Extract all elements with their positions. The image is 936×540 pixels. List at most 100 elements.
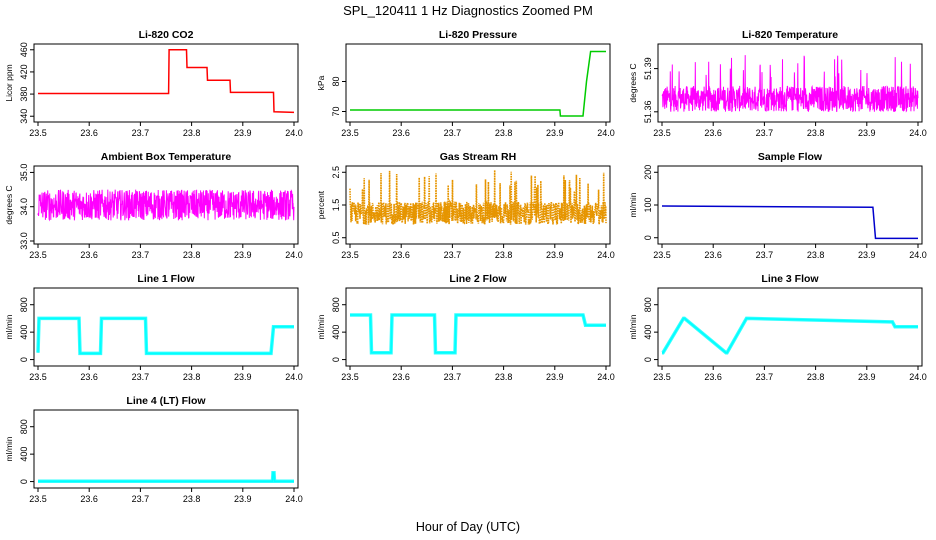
x-tick-label: 23.9	[546, 250, 564, 260]
panel-title: Li-820 CO2	[139, 29, 194, 41]
y-tick-label: 400	[19, 447, 29, 462]
figure-title: SPL_120411 1 Hz Diagnostics Zoomed PM	[343, 3, 593, 18]
panel-6: Sample Flow 23.5 23.6 23.7 23.8 23.9 24.0 0 100 2…	[628, 151, 927, 260]
plot-frame	[345, 43, 611, 123]
x-tick-label: 24.0	[909, 372, 927, 382]
y-axis-label: ml/min	[316, 314, 326, 339]
x-tick-label: 23.5	[341, 250, 359, 260]
x-tick-label: 23.5	[29, 128, 47, 138]
x-tick-label: 23.8	[495, 372, 513, 382]
x-tick-label: 23.9	[858, 250, 876, 260]
plot-frame	[657, 165, 923, 245]
x-tick-label: 23.5	[29, 250, 47, 260]
x-tick-label: 23.8	[807, 128, 825, 138]
x-tick-label: 23.6	[704, 128, 722, 138]
y-axis-label: ml/min	[4, 314, 14, 339]
x-tick-label: 23.9	[234, 250, 252, 260]
y-axis-label: degrees C	[628, 63, 638, 102]
x-tick-label: 24.0	[909, 250, 927, 260]
x-tick-label: 23.7	[444, 250, 462, 260]
x-tick-label: 23.8	[807, 372, 825, 382]
x-tick-label: 23.6	[80, 250, 98, 260]
x-tick-label: 24.0	[597, 372, 615, 382]
series-line	[662, 317, 918, 354]
series-group	[350, 313, 606, 355]
x-tick-label: 23.8	[183, 128, 201, 138]
x-tick-label: 23.8	[807, 250, 825, 260]
y-axis-label: Licor ppm	[4, 64, 14, 101]
x-tick-label: 23.5	[653, 250, 671, 260]
series-points	[349, 170, 607, 227]
series-group	[661, 55, 919, 113]
panel-8: Line 2 Flow 23.5 23.6 23.7 23.8 23.9 24.0 0 400 8…	[316, 273, 615, 382]
panel-title: Ambient Box Temperature	[101, 151, 232, 163]
series-group	[36, 316, 294, 356]
x-tick-label: 24.0	[285, 128, 303, 138]
plot-frame	[345, 287, 611, 367]
panel-title: Li-820 Temperature	[742, 29, 838, 41]
panel-10: Line 4 (LT) Flow 23.5 23.6 23.7 23.8 23.9 24.0…	[4, 395, 303, 504]
x-tick-label: 23.6	[80, 494, 98, 504]
x-tick-label: 23.5	[29, 372, 47, 382]
x-tick-label: 23.6	[80, 128, 98, 138]
y-tick-label: 460	[19, 42, 29, 57]
series-band	[36, 316, 294, 356]
x-tick-label: 23.8	[495, 250, 513, 260]
x-tick-label: 23.9	[234, 372, 252, 382]
x-tick-label: 23.8	[183, 250, 201, 260]
y-tick-label: 200	[643, 165, 653, 180]
y-tick-label: 80	[331, 76, 341, 86]
y-tick-label: 800	[19, 419, 29, 434]
x-tick-label: 23.9	[546, 128, 564, 138]
series-band	[350, 313, 606, 355]
x-tick-label: 23.6	[392, 250, 410, 260]
y-tick-label: 0.5	[331, 231, 341, 244]
y-tick-label: 340	[19, 109, 29, 124]
series-group	[661, 316, 918, 355]
panel-9: Line 3 Flow 23.5 23.6 23.7 23.8 23.9 24.0 0 400 8…	[628, 273, 927, 382]
y-tick-label: 800	[331, 297, 341, 312]
y-tick-label: 33.0	[19, 232, 29, 250]
x-tick-label: 24.0	[285, 250, 303, 260]
panel-title: Li-820 Pressure	[439, 29, 517, 41]
series-group	[38, 470, 294, 483]
series-group	[349, 170, 607, 227]
x-tick-label: 23.5	[653, 128, 671, 138]
y-tick-label: 51.39	[643, 57, 653, 80]
series-line	[661, 55, 919, 113]
series-line	[350, 314, 606, 354]
y-tick-label: 1.5	[331, 199, 341, 212]
x-tick-label: 23.9	[858, 372, 876, 382]
series-group	[38, 49, 295, 114]
panel-5: Gas Stream RH 23.5 23.6 23.7 23.8 23.9 24.0 0.5…	[316, 151, 615, 260]
plot-frame	[657, 43, 923, 123]
plot-frame	[33, 43, 299, 123]
x-tick-label: 23.5	[341, 128, 359, 138]
y-tick-label: 0	[643, 235, 653, 240]
plot-frame	[33, 409, 299, 489]
series-group	[350, 50, 606, 117]
y-axis-label: degrees C	[4, 185, 14, 224]
x-tick-label: 23.9	[546, 372, 564, 382]
panel-2: Li-820 Pressure 23.5 23.6 23.7 23.8 23.9 24.0 7…	[316, 29, 615, 138]
y-tick-label: 0	[19, 357, 29, 362]
x-tick-label: 23.6	[392, 128, 410, 138]
panel-title: Line 3 Flow	[761, 273, 819, 285]
y-axis-label: ml/min	[4, 436, 14, 461]
plot-frame	[657, 287, 923, 367]
series-line	[350, 50, 606, 117]
y-tick-label: 0	[331, 357, 341, 362]
panel-title: Line 2 Flow	[449, 273, 507, 285]
y-tick-label: 2.5	[331, 166, 341, 179]
panel-7: Line 1 Flow 23.5 23.6 23.7 23.8 23.9 24.0 0 400 8…	[4, 273, 303, 382]
y-tick-label: 35.0	[19, 164, 29, 182]
x-tick-label: 23.6	[704, 250, 722, 260]
series-line	[661, 205, 918, 240]
x-tick-label: 23.5	[29, 494, 47, 504]
x-tick-label: 23.8	[495, 128, 513, 138]
x-tick-label: 23.7	[132, 250, 150, 260]
x-tick-label: 23.7	[132, 494, 150, 504]
x-tick-label: 23.6	[392, 372, 410, 382]
x-tick-label: 23.7	[756, 372, 774, 382]
